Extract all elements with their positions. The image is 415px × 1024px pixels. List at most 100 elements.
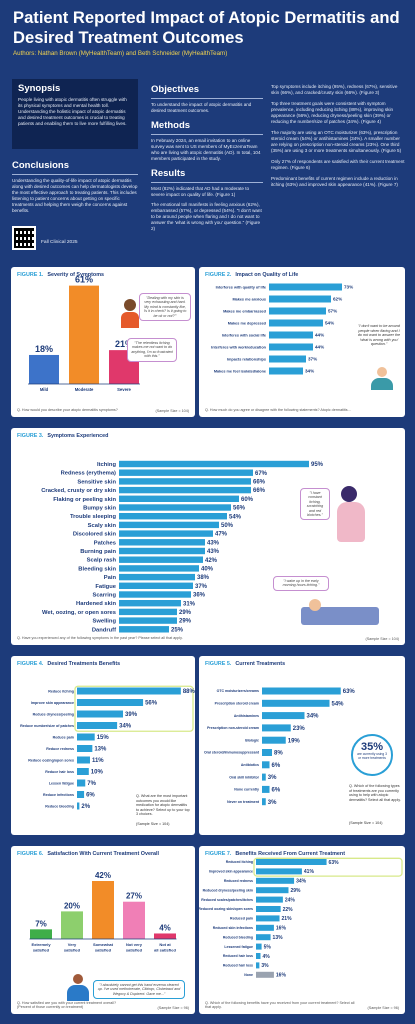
fig7-category-label: Improved skin appearance [209, 870, 253, 874]
results-heading: Results [151, 168, 186, 179]
fig5-category-label: OTC moisturizers/creams [217, 689, 259, 693]
fig3-bar [119, 513, 227, 520]
fig3-value-label: 95% [311, 462, 324, 468]
fig3-category-label: Swelling [92, 619, 116, 625]
fig4-value-label: 6% [86, 793, 95, 799]
figure-4-question: Q. What are the most important outcomes … [136, 794, 190, 816]
fig3-bar [119, 495, 239, 502]
fig4-category-label: Reduce bleeding [45, 804, 74, 808]
figure-3-question: Q. Have you experienced any of the follo… [17, 636, 183, 641]
fig4-bar [77, 768, 89, 775]
fig3-value-label: 60% [241, 497, 254, 503]
fig7-category-label: Reduced pain [230, 917, 253, 921]
fig6-category-label: Not at [159, 942, 171, 947]
fig5-bar [262, 773, 266, 781]
fig2-value-label: 62% [333, 297, 342, 302]
figure-6-chart: 7%Extremelysatisfied20%Verysatisfied42%S… [29, 871, 177, 953]
fig3-bar [119, 469, 253, 476]
fig3-value-label: 25% [171, 627, 184, 633]
methods-heading: Methods [151, 120, 191, 131]
conclusions-heading: Conclusions [12, 160, 70, 171]
fig7-category-label: Reduced scales/patches/itches [201, 898, 253, 902]
fig3-category-label: Scaly skin [88, 523, 117, 529]
figure-1-quote-2: "The relentless itching makes me not wan… [127, 338, 177, 362]
results-text-4: Top three treatment goals were consisten… [271, 101, 394, 124]
fig4-value-label: 10% [91, 770, 104, 776]
fig7-bar [256, 934, 271, 941]
fig4-bar [77, 733, 95, 741]
fig7-value-label: 34% [296, 879, 307, 885]
fig3-bar [119, 547, 205, 555]
fig3-value-label: 42% [205, 558, 218, 564]
fig5-bar [262, 687, 341, 695]
figure-3-chart: Itching 95% Redness (erythema) 67% Sensitive… [41, 460, 324, 633]
fig7-category-label: Reduced oozing skin/open sores [199, 907, 253, 911]
person-sad-illustration-icon [371, 367, 393, 391]
objectives-heading: Objectives [151, 84, 200, 95]
fig3-bar [119, 539, 205, 546]
fig3-category-label: Scarring [92, 593, 116, 599]
fig6-category-label: Not very [126, 942, 143, 947]
fig6-category-label: satisfied [64, 948, 81, 953]
figure-7-question: Q. Which of the following benefits have … [205, 1000, 355, 1010]
figure-5-title: FIGURE 5. Current Treatments [205, 661, 286, 667]
fig7-bar [256, 915, 280, 922]
fig4-category-label: Reduce itching [48, 689, 74, 693]
fig6-value-label: 42% [95, 871, 111, 880]
qr-code-icon[interactable] [12, 226, 36, 250]
fig1-value-label: 61% [75, 275, 93, 285]
fig4-value-label: 2% [81, 804, 90, 810]
fig4-category-label: Reduce oozing/open sores [28, 758, 74, 762]
fig7-category-label: Lessened fatigue [224, 945, 253, 949]
results-text-3: Top symptoms include itching (95%), redn… [271, 84, 398, 95]
fig3-category-label: Bumpy skin [83, 506, 116, 512]
fig7-bar [256, 962, 260, 969]
fig6-bar [123, 901, 145, 939]
fig3-value-label: 56% [233, 506, 246, 512]
fig4-value-label: 7% [87, 781, 96, 787]
figure-4-title: FIGURE 4. Desired Treatments Benefits [17, 661, 121, 667]
fig7-value-label: 16% [276, 973, 287, 979]
fig2-bar [269, 319, 323, 327]
fig7-bar [256, 887, 289, 894]
fig7-bar [256, 896, 283, 903]
fig5-value-label: 3% [268, 800, 277, 806]
fig2-category-label: Interferes with work/education [211, 345, 267, 349]
fig7-category-label: Reduced hair loss [223, 954, 253, 958]
fig3-value-label: 66% [253, 480, 266, 486]
fig7-category-label: None [244, 973, 253, 977]
results-text-7: Predominant benefits of current regimen … [271, 176, 398, 187]
fig7-bar [256, 906, 281, 912]
fig2-bar [269, 295, 331, 303]
fig4-category-label: Reduce redness [46, 747, 74, 751]
fig3-bar [119, 521, 219, 529]
authors: Authors: Nathan Brown (MyHealthTeam) and… [13, 50, 228, 57]
fig2-value-label: 73% [344, 285, 353, 290]
fig6-bar [154, 933, 176, 939]
fig6-category-label: Extremely [31, 942, 51, 947]
fig7-top-highlight [253, 857, 403, 877]
synopsis-box: Synopsis People living with atopic derma… [12, 79, 138, 149]
fig4-bar [77, 802, 80, 810]
fig4-value-label: 39% [125, 712, 138, 718]
fig4-value-label: 11% [92, 758, 104, 764]
figure-7-title: FIGURE 7. Benefits Received From Current … [205, 851, 345, 857]
fig1-category-label: Moderate [75, 387, 94, 392]
fig3-value-label: 43% [207, 540, 220, 546]
fig1-bar [29, 354, 59, 384]
figure-2-quote: "I don't want to be around people when f… [357, 324, 401, 346]
fig7-value-label: 24% [285, 897, 296, 903]
results-text-1: Most (82%) indicated that AD had a moder… [151, 186, 250, 197]
conference-label: Fall Clinical 2025 [41, 240, 78, 245]
fig3-category-label: Bleeding skin [78, 566, 116, 572]
fig3-value-label: 29% [179, 610, 192, 616]
figure-3-card: FIGURE 3. Symptoms Experienced Itching 95%… [11, 428, 405, 645]
fig5-bar [262, 749, 272, 756]
figure-2-title: FIGURE 2. Impact on Quality of Life [205, 272, 299, 278]
figure-1-question: Q. How would you describe your atopic de… [17, 408, 118, 413]
person-illustration-icon [121, 299, 139, 329]
fig5-bar [262, 724, 291, 732]
fig7-value-label: 41% [304, 869, 315, 875]
fig5-category-label: Prescription steroid cream [215, 702, 259, 706]
fig5-category-label: Prescription non-steroid cream [207, 726, 259, 730]
